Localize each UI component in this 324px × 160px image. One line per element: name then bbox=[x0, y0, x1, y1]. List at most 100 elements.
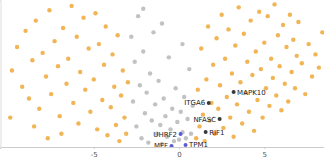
x-tick-mark bbox=[94, 147, 95, 149]
point bbox=[158, 123, 162, 127]
point bbox=[204, 77, 208, 81]
point bbox=[257, 10, 261, 14]
x-tick-label: -5 bbox=[91, 151, 98, 159]
point bbox=[228, 115, 232, 119]
point bbox=[232, 90, 236, 94]
point bbox=[151, 30, 155, 34]
x-axis: -5 0 5 bbox=[1, 147, 324, 159]
point bbox=[187, 67, 191, 71]
point-label: ITGA6 bbox=[184, 99, 206, 107]
point bbox=[30, 58, 34, 62]
point bbox=[124, 132, 128, 136]
point-label: NFASC bbox=[193, 116, 216, 124]
point bbox=[175, 120, 179, 124]
x-tick-label: 0 bbox=[177, 151, 181, 159]
point bbox=[226, 27, 230, 31]
point bbox=[138, 83, 142, 87]
point bbox=[289, 70, 293, 74]
x-tick-mark bbox=[264, 147, 265, 149]
point bbox=[69, 4, 73, 8]
point bbox=[189, 132, 193, 136]
point bbox=[206, 24, 210, 28]
point bbox=[242, 32, 246, 36]
point bbox=[216, 107, 220, 111]
point bbox=[306, 42, 310, 46]
point bbox=[40, 51, 44, 55]
point bbox=[267, 104, 271, 108]
x-axis-line bbox=[1, 148, 324, 150]
point bbox=[71, 101, 75, 105]
point bbox=[300, 61, 304, 65]
point bbox=[104, 24, 108, 28]
point bbox=[139, 136, 143, 140]
point bbox=[283, 82, 287, 86]
point bbox=[136, 14, 140, 18]
point bbox=[277, 64, 281, 68]
point bbox=[105, 133, 109, 137]
point bbox=[95, 127, 99, 131]
point bbox=[37, 107, 41, 111]
point bbox=[284, 45, 288, 49]
point bbox=[240, 121, 244, 125]
point bbox=[291, 37, 295, 41]
point bbox=[272, 2, 276, 6]
point bbox=[230, 71, 234, 75]
point bbox=[310, 74, 314, 78]
point-labels: ITGA6MAPK10NFASCRIF1UHRF2MFFTPM1 bbox=[153, 89, 265, 151]
point bbox=[172, 139, 176, 143]
point bbox=[32, 124, 36, 128]
point bbox=[131, 99, 135, 103]
point bbox=[100, 98, 104, 102]
point bbox=[93, 11, 97, 15]
point bbox=[66, 57, 70, 61]
point bbox=[46, 136, 50, 140]
point bbox=[204, 130, 208, 134]
point bbox=[44, 74, 48, 78]
point bbox=[34, 18, 38, 22]
point bbox=[185, 117, 189, 121]
y-axis-line bbox=[0, 1, 1, 148]
point bbox=[49, 92, 53, 96]
point bbox=[262, 40, 266, 44]
point bbox=[112, 85, 116, 89]
point bbox=[276, 33, 280, 37]
point bbox=[57, 114, 61, 118]
point bbox=[102, 62, 106, 66]
point bbox=[143, 111, 147, 115]
point bbox=[56, 64, 60, 68]
point bbox=[196, 87, 200, 91]
point bbox=[179, 110, 183, 114]
x-tick: 5 bbox=[263, 147, 267, 159]
point bbox=[134, 124, 138, 128]
point bbox=[117, 139, 121, 143]
point bbox=[252, 129, 256, 133]
point bbox=[219, 13, 223, 17]
point bbox=[184, 143, 188, 147]
point bbox=[86, 46, 90, 50]
point bbox=[197, 124, 201, 128]
point bbox=[170, 107, 174, 111]
point bbox=[167, 55, 171, 59]
point bbox=[260, 115, 264, 119]
point bbox=[225, 95, 229, 99]
point bbox=[64, 82, 68, 86]
point bbox=[237, 5, 241, 9]
point bbox=[259, 67, 263, 71]
point bbox=[114, 123, 118, 127]
point bbox=[179, 132, 183, 136]
point bbox=[8, 115, 12, 119]
point bbox=[115, 33, 119, 37]
point bbox=[148, 71, 152, 75]
point bbox=[218, 83, 222, 87]
point bbox=[296, 20, 300, 24]
point bbox=[238, 80, 242, 84]
point bbox=[109, 105, 113, 109]
point bbox=[170, 144, 174, 147]
point bbox=[162, 96, 166, 100]
points bbox=[8, 2, 324, 147]
point bbox=[218, 117, 222, 121]
point bbox=[266, 14, 270, 18]
point bbox=[78, 70, 82, 74]
point bbox=[214, 36, 218, 40]
point bbox=[177, 137, 181, 141]
